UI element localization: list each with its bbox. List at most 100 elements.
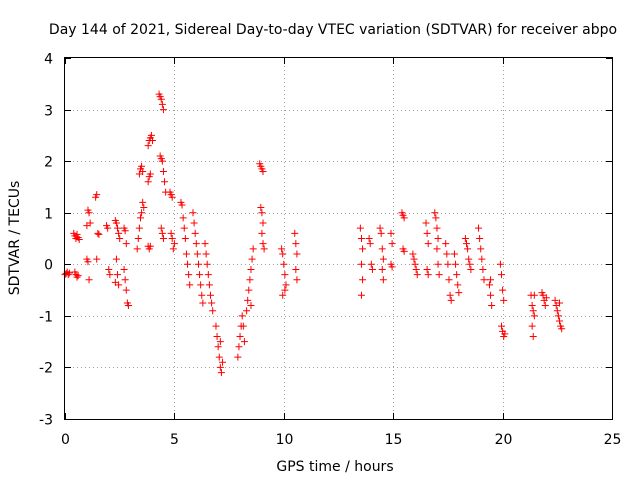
data-point bbox=[146, 242, 154, 250]
data-point bbox=[453, 271, 461, 279]
data-point bbox=[199, 299, 207, 307]
data-point bbox=[213, 332, 221, 340]
data-point bbox=[258, 209, 266, 217]
data-point bbox=[216, 363, 224, 371]
data-point bbox=[530, 291, 538, 299]
data-point bbox=[121, 227, 129, 235]
data-point bbox=[149, 137, 157, 145]
data-point bbox=[168, 193, 176, 201]
data-point bbox=[411, 260, 419, 268]
data-point bbox=[134, 235, 142, 242]
y-tick-label: 1 bbox=[44, 207, 53, 223]
data-point bbox=[184, 260, 192, 268]
data-point bbox=[480, 276, 488, 284]
data-point bbox=[198, 291, 206, 299]
data-point bbox=[257, 204, 265, 212]
data-point bbox=[122, 240, 130, 248]
x-tick-label: 10 bbox=[276, 432, 294, 448]
data-point bbox=[291, 229, 299, 237]
data-point bbox=[357, 260, 365, 268]
data-point bbox=[192, 240, 200, 248]
data-point bbox=[244, 296, 252, 304]
data-point bbox=[182, 250, 190, 258]
data-point bbox=[139, 167, 147, 175]
data-point bbox=[168, 235, 176, 242]
data-point bbox=[279, 250, 287, 258]
data-point bbox=[207, 291, 215, 299]
data-point bbox=[496, 260, 504, 268]
x-tick-label: 25 bbox=[604, 432, 622, 448]
data-point bbox=[193, 250, 201, 258]
data-point bbox=[410, 255, 418, 263]
data-point bbox=[138, 209, 146, 217]
y-tick-label: -3 bbox=[39, 413, 53, 429]
data-point bbox=[214, 343, 222, 351]
data-point bbox=[424, 240, 432, 248]
data-point bbox=[466, 260, 474, 268]
data-point bbox=[179, 214, 187, 222]
data-point bbox=[487, 276, 495, 284]
data-point bbox=[93, 191, 101, 199]
data-point bbox=[111, 278, 119, 286]
data-point bbox=[157, 95, 165, 103]
data-point bbox=[422, 219, 430, 227]
data-point bbox=[378, 265, 386, 273]
data-point bbox=[279, 291, 287, 299]
data-point bbox=[121, 276, 129, 284]
data-point bbox=[133, 245, 141, 253]
data-point bbox=[196, 271, 204, 279]
data-point bbox=[116, 235, 124, 242]
data-point bbox=[447, 296, 455, 304]
data-point bbox=[167, 229, 175, 237]
data-point bbox=[431, 209, 439, 217]
y-tick-label: 2 bbox=[44, 155, 53, 171]
data-point bbox=[388, 263, 396, 271]
data-point bbox=[292, 265, 300, 273]
data-point bbox=[423, 229, 431, 237]
data-point bbox=[445, 276, 453, 284]
data-point bbox=[191, 229, 199, 237]
data-point bbox=[122, 286, 130, 294]
data-point bbox=[359, 245, 367, 253]
data-point bbox=[378, 245, 386, 253]
data-point bbox=[136, 214, 144, 222]
data-point bbox=[189, 209, 197, 217]
data-point bbox=[246, 276, 254, 284]
data-point bbox=[203, 260, 211, 268]
y-tick-label: 0 bbox=[44, 258, 53, 274]
data-point bbox=[114, 271, 122, 279]
y-tick-label: 3 bbox=[44, 104, 53, 120]
plot-frame bbox=[64, 57, 613, 420]
x-tick-label: 0 bbox=[61, 432, 70, 448]
y-tick-labels: -3 -2 -1 0 1 2 3 4 bbox=[39, 52, 53, 429]
data-point bbox=[144, 142, 152, 150]
data-point bbox=[529, 332, 537, 340]
data-point bbox=[359, 276, 367, 284]
data-point bbox=[201, 240, 209, 248]
data-point bbox=[216, 338, 224, 346]
data-point bbox=[278, 245, 286, 253]
data-point bbox=[487, 291, 495, 299]
y-tick-label: 4 bbox=[44, 52, 53, 68]
data-point bbox=[169, 245, 177, 253]
data-point bbox=[95, 230, 103, 238]
data-point bbox=[209, 307, 217, 315]
data-point bbox=[106, 271, 114, 279]
data-point bbox=[498, 271, 506, 279]
data-point bbox=[367, 260, 375, 268]
data-point bbox=[178, 201, 186, 209]
data-point bbox=[157, 224, 165, 232]
data-point bbox=[259, 240, 267, 248]
data-point bbox=[464, 245, 472, 253]
grid-lines bbox=[65, 58, 612, 419]
x-tick-label: 5 bbox=[170, 432, 179, 448]
data-point bbox=[159, 167, 167, 175]
data-point bbox=[376, 224, 384, 232]
data-point bbox=[65, 269, 73, 277]
data-point bbox=[488, 302, 496, 310]
data-point bbox=[357, 235, 365, 242]
data-point bbox=[161, 178, 169, 186]
data-point bbox=[190, 219, 198, 227]
data-point bbox=[433, 245, 441, 253]
data-point bbox=[114, 224, 122, 232]
